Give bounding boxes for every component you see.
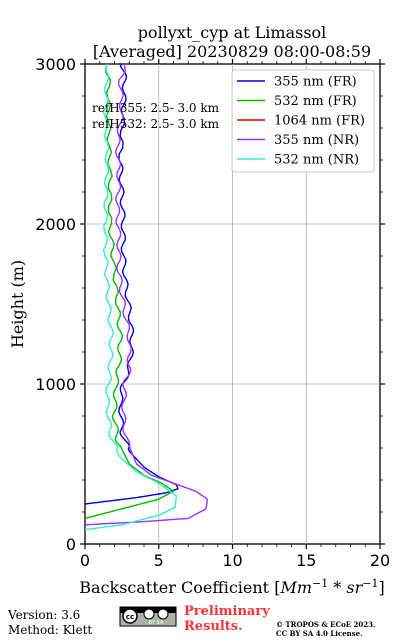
legend: 355 nm (FR) 532 nm (FR) 1064 nm (FR) 355 nm… — [231, 69, 375, 173]
x-tick-label: 15 — [296, 551, 316, 570]
y-tick-label: 1000 — [35, 375, 76, 394]
x-tick-label: 10 — [222, 551, 242, 570]
x-tick-label: 5 — [154, 551, 164, 570]
x-axis-label: Backscatter Coefficient [Mm−1 * sr−1] — [79, 577, 384, 597]
y-tick-label: 3000 — [35, 55, 76, 74]
annotation-refh355: refH355: 2.5- 3.0 km — [92, 101, 220, 115]
series-layer — [84, 63, 209, 531]
preliminary-line1: Preliminary — [184, 604, 270, 619]
legend-label: 355 nm (FR) — [274, 75, 357, 90]
sa-icon — [157, 608, 169, 620]
series-line-3 — [84, 63, 209, 526]
x-axis-unit-exp2: −1 — [362, 577, 378, 590]
svg-text:cc: cc — [126, 613, 134, 621]
annotation-refh532: refH532: 2.5- 3.0 km — [92, 117, 220, 131]
plot-area: 0 5 10 15 20 0 1000 2000 3000 — [35, 55, 390, 570]
copyright-line1: © TROPOS & ECoE 2023. — [276, 620, 375, 629]
cc-icon — [122, 608, 138, 624]
license-badge-text: BY SA — [149, 620, 164, 626]
x-tick-label: 0 — [80, 551, 90, 570]
y-tick-label: 2000 — [35, 215, 76, 234]
x-axis-label-text: Backscatter Coefficient — [79, 578, 269, 597]
y-tick-label: 0 — [66, 535, 76, 554]
x-axis-unit-exp1: −1 — [312, 577, 328, 590]
x-tick-label: 20 — [370, 551, 390, 570]
legend-label: 1064 nm (FR) — [274, 114, 365, 129]
copyright-line2: CC BY SA 4.0 License. — [276, 629, 363, 638]
chart-title-line1: pollyxt_cyp at Limassol — [138, 23, 327, 42]
method-text: Method: Klett — [8, 623, 92, 637]
series-line-4 — [84, 63, 178, 531]
preliminary-line2: Results. — [184, 619, 243, 634]
version-text: Version: 3.6 — [7, 608, 80, 622]
chart-title-line2: [Averaged] 20230829 08:00-08:59 — [93, 42, 371, 61]
x-axis-unit-base: Mm — [279, 578, 312, 597]
legend-box — [231, 69, 375, 173]
legend-label: 532 nm (FR) — [274, 94, 357, 109]
y-axis-label: Height (m) — [8, 260, 27, 348]
legend-label: 355 nm (NR) — [274, 133, 359, 148]
legend-items: 355 nm (FR) 532 nm (FR) 1064 nm (FR) 355 nm… — [237, 75, 365, 168]
x-axis-unit-mid: * sr — [328, 578, 363, 597]
legend-label: 532 nm (NR) — [274, 153, 359, 168]
by-icon — [143, 608, 155, 620]
ticks: 0 5 10 15 20 0 1000 2000 3000 — [35, 55, 390, 570]
series-line-1 — [84, 63, 175, 520]
cc-license-badge: cc BY SA — [119, 606, 177, 627]
